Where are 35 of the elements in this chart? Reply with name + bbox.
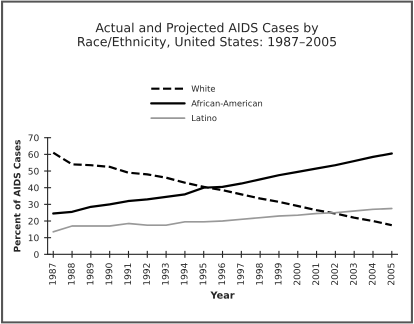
x-tick-label: 1998 — [256, 263, 263, 285]
y-tick-label: 60 — [28, 151, 39, 158]
line-series — [52, 208, 393, 233]
line-series — [52, 152, 393, 226]
x-tick-label: 1992 — [143, 264, 150, 285]
x-tick-label: 2001 — [312, 264, 320, 285]
chart-title: Actual and Projected AIDS Cases by Race/Ethnicity, United States: 1987–2005 — [78, 22, 336, 49]
legend-label: African-American — [191, 100, 262, 106]
y-tick-label: 50 — [28, 168, 39, 175]
x-tick-label: 2002 — [331, 264, 338, 285]
y-tick-label: 30 — [28, 201, 39, 208]
x-tick-label: 1994 — [180, 263, 188, 285]
x-tick-label: 2000 — [294, 263, 300, 285]
y-tick-label: 20 — [28, 218, 39, 225]
x-tick-label: 1989 — [86, 263, 94, 285]
y-tick-label: 10 — [28, 234, 39, 242]
x-tick-label: 1987 — [49, 263, 56, 285]
x-tick-label: 1993 — [162, 263, 169, 285]
y-tick-label: 70 — [28, 134, 39, 142]
x-tick-label: 1999 — [274, 263, 282, 285]
x-tick-label: 1991 — [124, 264, 132, 285]
x-tick-label: 1990 — [105, 263, 112, 285]
x-tick-label: 1997 — [237, 263, 244, 285]
y-axis-title: Percent of AIDS Cases — [13, 140, 20, 252]
x-tick-label: 1996 — [218, 263, 226, 285]
legend-label: Latino — [192, 114, 216, 122]
legend-label: White — [192, 85, 216, 92]
x-tick-label: 2003 — [350, 263, 357, 285]
x-axis-title: Year — [210, 292, 235, 299]
x-tick-label: 2005 — [388, 263, 394, 285]
x-tick-label: 2004 — [368, 263, 376, 285]
x-tick-label: 1995 — [200, 263, 206, 285]
y-tick-label: 0 — [34, 251, 39, 258]
y-tick-label: 40 — [28, 184, 39, 192]
x-tick-label: 1988 — [68, 263, 75, 285]
